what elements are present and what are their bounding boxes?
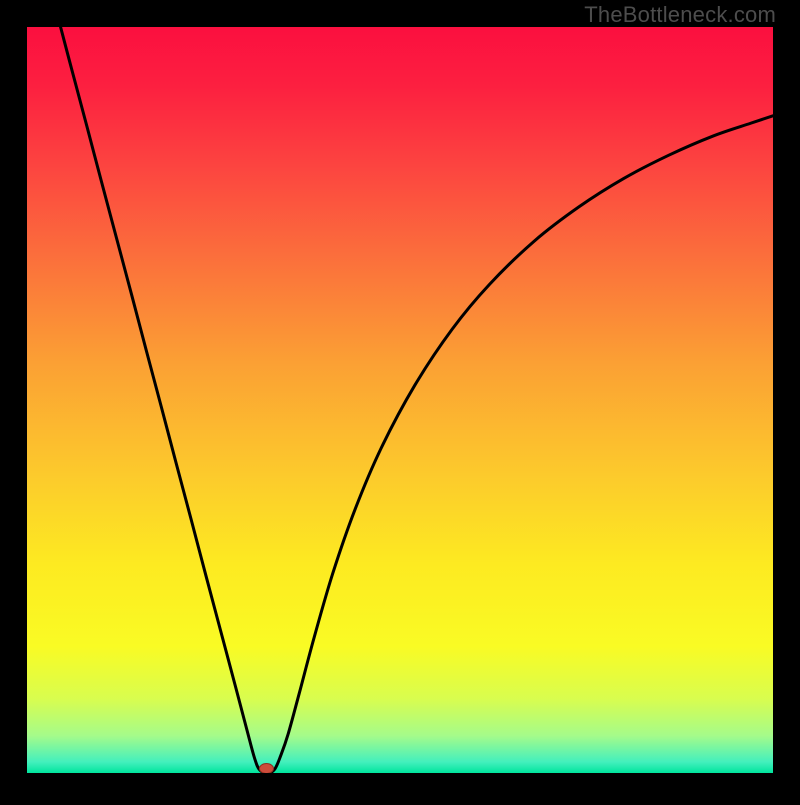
gradient-plot-area — [27, 27, 773, 773]
optimal-point-marker — [259, 764, 273, 774]
watermark-text: TheBottleneck.com — [584, 2, 776, 28]
chart-frame: TheBottleneck.com — [0, 0, 800, 800]
bottleneck-chart — [0, 0, 800, 800]
